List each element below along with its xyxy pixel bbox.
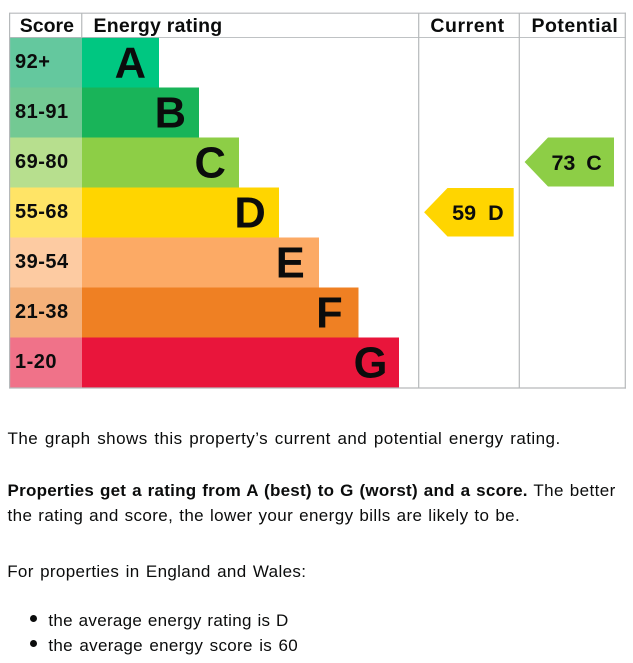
svg-text:E: E [276,240,305,288]
svg-text:Current: Current [430,15,504,37]
svg-text:81-91: 81-91 [15,101,69,123]
svg-text:Score: Score [20,15,74,37]
svg-text:92+: 92+ [15,51,50,73]
svg-text:D: D [234,190,265,238]
svg-text:Energy rating: Energy rating [94,15,223,37]
svg-text:B: B [155,90,186,138]
svg-text:39-54: 39-54 [15,251,69,273]
svg-text:73: 73 [551,151,575,175]
svg-text:55-68: 55-68 [15,201,69,223]
svg-text:G: G [354,340,388,388]
svg-text:69-80: 69-80 [15,151,69,173]
svg-text:21-38: 21-38 [15,301,69,323]
svg-text:D: D [488,201,504,225]
svg-text:1-20: 1-20 [15,351,57,373]
svg-text:F: F [316,290,343,338]
svg-text:C: C [586,151,602,175]
svg-text:C: C [194,140,225,188]
svg-text:A: A [115,40,146,88]
svg-text:59: 59 [452,201,476,225]
svg-text:Potential: Potential [531,15,618,37]
